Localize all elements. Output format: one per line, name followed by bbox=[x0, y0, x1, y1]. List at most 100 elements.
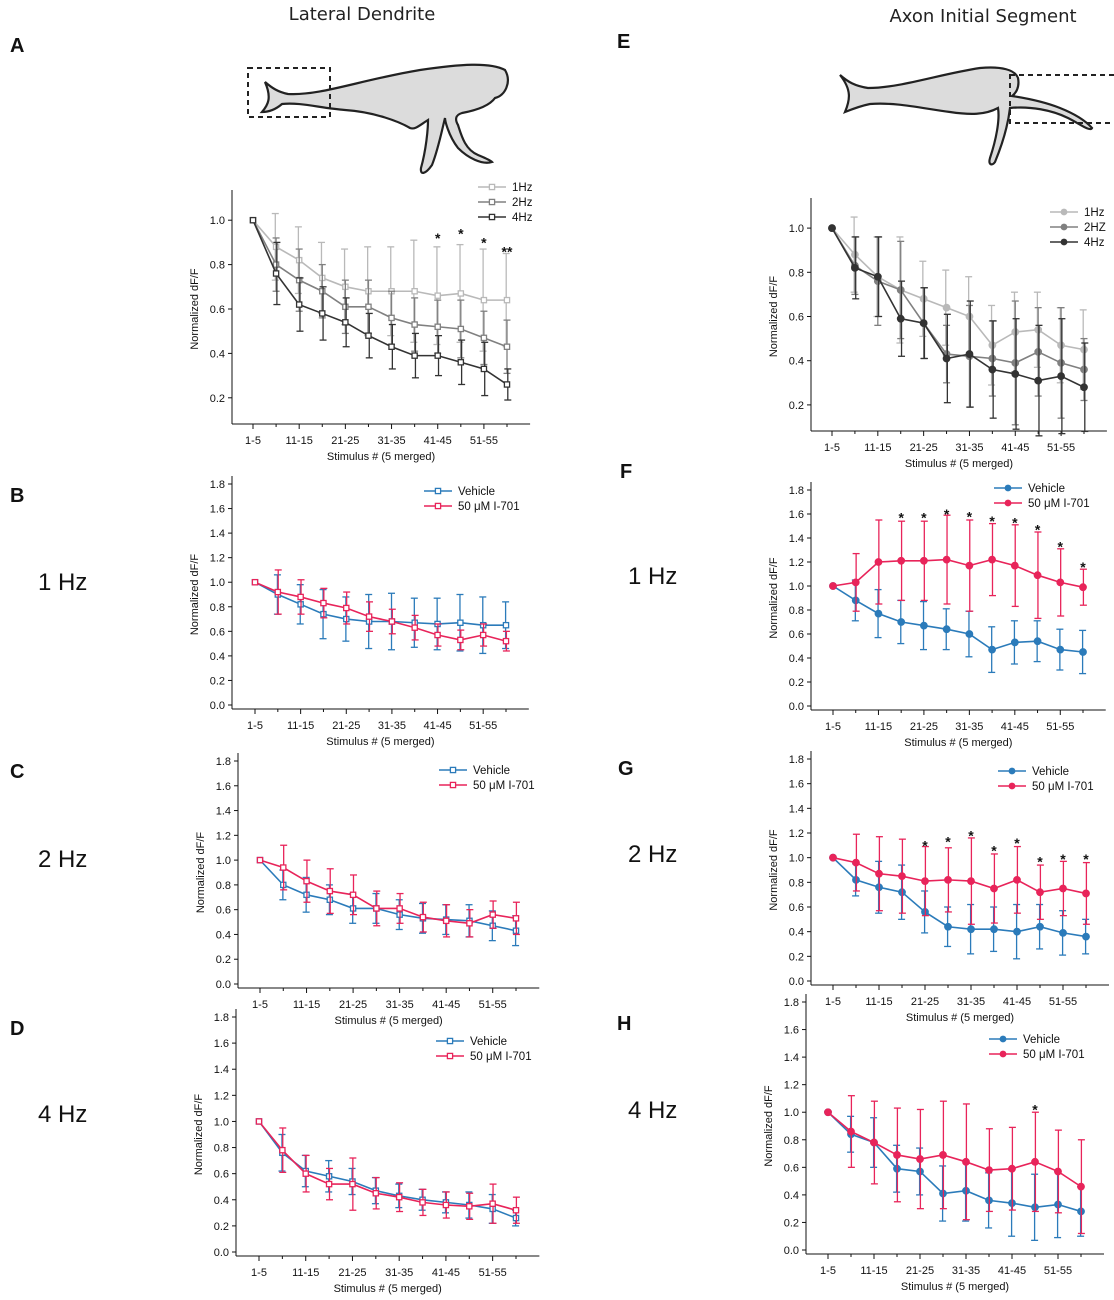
legend-label: 1Hz bbox=[512, 182, 533, 194]
legend-marker bbox=[449, 766, 457, 774]
legend-marker bbox=[1060, 238, 1068, 246]
y-tick-label: 1.0 bbox=[210, 577, 225, 589]
legend-label: 2HZ bbox=[1084, 222, 1106, 234]
column-title-lateral-dendrite: Lateral Dendrite bbox=[289, 4, 436, 25]
data-point bbox=[255, 1118, 263, 1125]
legend: 1Hz 2HZ 4Hz bbox=[1050, 207, 1106, 249]
data-point bbox=[965, 630, 974, 638]
data-point bbox=[1080, 383, 1088, 392]
series-50-m-i-701 bbox=[829, 514, 1087, 620]
x-axis-label: Stimulus # (5 merged) bbox=[901, 1281, 1009, 1293]
panel-label-g: G bbox=[618, 758, 634, 780]
legend-marker bbox=[999, 1035, 1007, 1043]
data-point bbox=[479, 631, 487, 639]
data-point bbox=[965, 561, 974, 570]
data-point bbox=[962, 1157, 970, 1166]
data-point bbox=[897, 618, 906, 626]
series-1hz bbox=[828, 216, 1088, 391]
y-tick-label: 1.6 bbox=[210, 504, 225, 516]
series-vehicle bbox=[256, 856, 520, 947]
x-tick-label: 1-5 bbox=[820, 1265, 836, 1277]
data-point bbox=[349, 1180, 356, 1188]
data-point bbox=[411, 287, 418, 295]
y-tick-label: 1.8 bbox=[210, 479, 225, 491]
data-point bbox=[442, 917, 450, 925]
y-tick-label: 0.4 bbox=[784, 1190, 799, 1202]
data-point bbox=[942, 555, 951, 564]
data-point bbox=[1036, 922, 1044, 931]
x-tick-label: 51-55 bbox=[1046, 721, 1074, 733]
data-point bbox=[874, 558, 883, 566]
significance-marker: * bbox=[968, 827, 974, 843]
frequency-label-h: 4 Hz bbox=[628, 1097, 677, 1124]
y-tick-label: 1.4 bbox=[789, 803, 804, 815]
significance-marker: * bbox=[1083, 851, 1089, 867]
column-title-axon-initial-segment: Axon Initial Segment bbox=[889, 6, 1076, 27]
x-tick-label: 31-35 bbox=[386, 999, 414, 1011]
series-line bbox=[827, 1111, 1082, 1188]
data-point bbox=[1059, 884, 1067, 893]
data-point bbox=[1034, 347, 1043, 356]
x-axis-label: Stimulus # (5 merged) bbox=[906, 1012, 1014, 1024]
legend-label: 2Hz bbox=[512, 197, 533, 209]
legend-marker bbox=[1060, 223, 1068, 231]
x-axis-label: Stimulus # (5 merged) bbox=[904, 737, 1012, 749]
data-point bbox=[829, 582, 837, 590]
significance-marker: * bbox=[922, 837, 928, 853]
legend: Vehicle 50 μM I-701 bbox=[998, 766, 1094, 793]
data-point bbox=[988, 365, 997, 374]
y-tick-label: 0.0 bbox=[789, 701, 804, 713]
x-tick-label: 41-45 bbox=[432, 1267, 460, 1279]
x-tick-label: 21-25 bbox=[906, 1265, 934, 1277]
data-point bbox=[919, 319, 928, 328]
y-axis-label: Normalized dF/F bbox=[195, 832, 207, 914]
data-point bbox=[851, 263, 859, 272]
data-point bbox=[457, 325, 465, 333]
dendrite-roi-box bbox=[247, 67, 331, 118]
x-tick-label: 1-5 bbox=[252, 999, 268, 1011]
data-point bbox=[920, 556, 928, 565]
data-point bbox=[896, 314, 905, 323]
data-point bbox=[434, 631, 441, 639]
x-tick-label: 41-45 bbox=[998, 1265, 1026, 1277]
x-tick-label: 31-35 bbox=[955, 442, 983, 454]
y-tick-label: 0.6 bbox=[784, 1162, 799, 1174]
chart-panel-d: 0.0 0.2 0.4 0.6 0.8 1.0 1.2 1.4 1.6 1.8 1-5 11-15 21… bbox=[193, 1009, 540, 1295]
panel-label-a: A bbox=[10, 35, 24, 57]
series-vehicle bbox=[829, 853, 1090, 960]
data-point bbox=[939, 1151, 947, 1159]
data-point bbox=[828, 224, 836, 233]
frequency-label-c: 2 Hz bbox=[38, 846, 87, 873]
legend-label: Vehicle bbox=[1023, 1034, 1060, 1046]
data-point bbox=[388, 314, 395, 322]
data-point bbox=[342, 303, 349, 311]
data-point bbox=[480, 296, 488, 304]
y-tick-label: 0.8 bbox=[789, 877, 804, 889]
y-tick-label: 1.0 bbox=[789, 581, 804, 593]
x-axis-label: Stimulus # (5 merged) bbox=[326, 736, 434, 748]
data-point bbox=[480, 334, 488, 342]
data-point bbox=[503, 343, 511, 350]
y-tick-label: 1.0 bbox=[214, 1116, 229, 1128]
y-tick-label: 1.0 bbox=[789, 223, 804, 235]
significance-marker: * bbox=[945, 834, 951, 850]
series-line bbox=[832, 857, 1087, 938]
y-tick-label: 0.6 bbox=[214, 1169, 229, 1181]
data-point bbox=[870, 1138, 878, 1147]
data-point bbox=[272, 270, 280, 277]
data-point bbox=[342, 319, 349, 326]
y-tick-label: 0.8 bbox=[210, 260, 225, 272]
x-tick-label: 11-15 bbox=[287, 720, 314, 732]
y-tick-label: 1.2 bbox=[216, 830, 231, 842]
x-tick-label: 21-25 bbox=[338, 1267, 366, 1279]
data-point bbox=[1011, 370, 1020, 378]
significance-marker: * bbox=[458, 226, 464, 242]
chart-panel-g: 0.0 0.2 0.4 0.6 0.8 1.0 1.2 1.4 1.6 1.8 1-5 11-15 21… bbox=[768, 751, 1109, 1024]
legend: Vehicle 50 μM I-701 bbox=[989, 1034, 1085, 1061]
data-point bbox=[1077, 1182, 1085, 1191]
x-tick-label: 21-25 bbox=[331, 435, 359, 447]
data-point bbox=[466, 920, 473, 927]
y-tick-label: 0.4 bbox=[789, 927, 804, 939]
data-point bbox=[852, 858, 860, 867]
